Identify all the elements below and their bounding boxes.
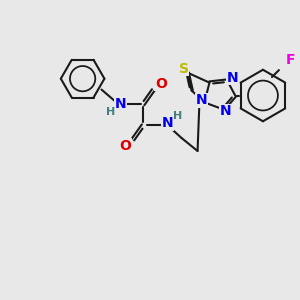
Text: F: F xyxy=(286,53,296,68)
Text: H: H xyxy=(173,111,182,121)
Text: N: N xyxy=(162,116,174,130)
Text: N: N xyxy=(196,94,207,107)
Text: O: O xyxy=(119,139,131,153)
Text: N: N xyxy=(226,71,238,85)
Text: H: H xyxy=(106,107,115,117)
Text: S: S xyxy=(179,62,189,76)
Text: O: O xyxy=(155,76,167,91)
Text: N: N xyxy=(220,104,231,118)
Text: N: N xyxy=(115,98,126,111)
